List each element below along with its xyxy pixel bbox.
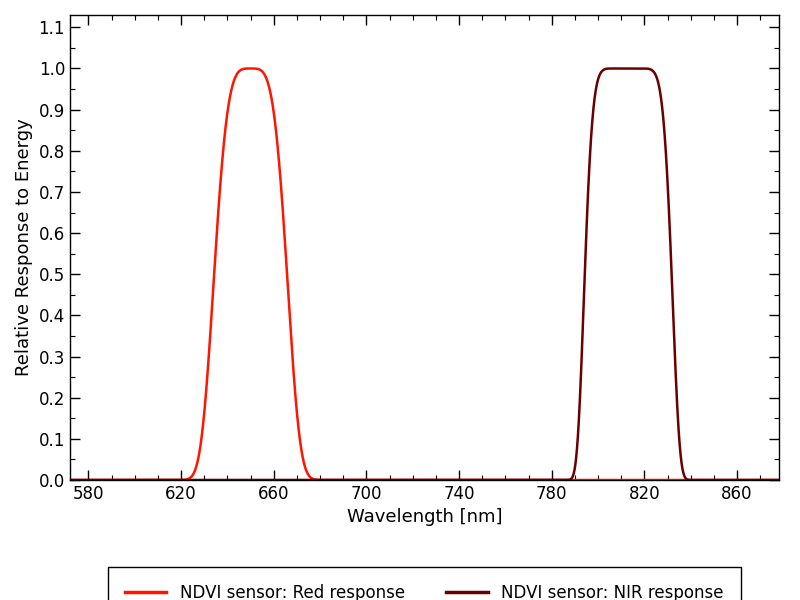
NDVI sensor: Red response: (740, 0): Red response: (740, 0) [454,476,464,484]
NDVI sensor: NIR response: (627, 0): NIR response: (627, 0) [192,476,202,484]
NDVI sensor: Red response: (882, 0): Red response: (882, 0) [783,476,793,484]
NDVI sensor: NIR response: (882, 0): NIR response: (882, 0) [783,476,793,484]
NDVI sensor: Red response: (627, 0.0346): Red response: (627, 0.0346) [192,462,202,469]
NDVI sensor: Red response: (726, 1.03e-166): Red response: (726, 1.03e-166) [422,476,432,484]
NDVI sensor: Red response: (580, 1.96e-116): Red response: (580, 1.96e-116) [85,476,94,484]
NDVI sensor: Red response: (574, 6.06e-164): Red response: (574, 6.06e-164) [70,476,79,484]
NDVI sensor: Red response: (560, 4.94e-323): Red response: (560, 4.94e-323) [38,476,47,484]
Line: NDVI sensor: NIR response: NDVI sensor: NIR response [42,68,800,480]
NDVI sensor: NIR response: (726, 0): NIR response: (726, 0) [422,476,432,484]
Y-axis label: Relative Response to Energy: Relative Response to Energy [15,119,33,376]
NDVI sensor: Red response: (562, 1.18e-301): Red response: (562, 1.18e-301) [41,476,50,484]
NDVI sensor: NIR response: (562, 0): NIR response: (562, 0) [41,476,50,484]
NDVI sensor: NIR response: (808, 1): NIR response: (808, 1) [612,65,622,72]
NDVI sensor: NIR response: (560, 0): NIR response: (560, 0) [38,476,47,484]
NDVI sensor: Red response: (650, 1): Red response: (650, 1) [246,65,255,72]
NDVI sensor: NIR response: (580, 0): NIR response: (580, 0) [85,476,94,484]
Line: NDVI sensor: Red response: NDVI sensor: Red response [42,68,800,480]
X-axis label: Wavelength [nm]: Wavelength [nm] [346,508,502,526]
NDVI sensor: NIR response: (574, 0): NIR response: (574, 0) [70,476,79,484]
Legend: NDVI sensor: Red response, NDVI sensor: NIR response: NDVI sensor: Red response, NDVI sensor: … [108,568,741,600]
